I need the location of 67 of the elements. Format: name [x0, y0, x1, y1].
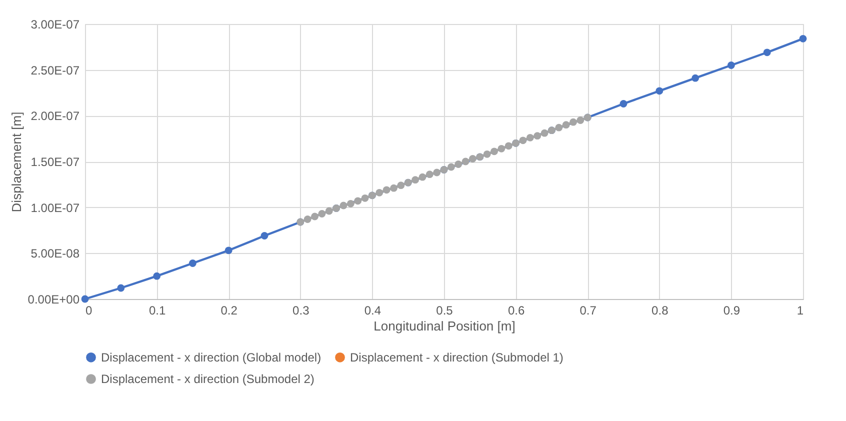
point: [490, 148, 498, 156]
point: [318, 210, 326, 218]
point: [570, 118, 577, 126]
x-tick-label: 0.9: [723, 304, 740, 318]
point: [576, 116, 584, 124]
point: [526, 134, 534, 142]
point: [692, 74, 700, 82]
point: [412, 176, 419, 184]
legend-label: Displacement - x direction (Submodel 2): [101, 372, 314, 386]
point: [153, 272, 161, 280]
y-tick-label: 3.00E-07: [30, 18, 80, 32]
point: [188, 260, 196, 267]
point: [260, 232, 268, 240]
point: [117, 284, 125, 292]
point: [462, 158, 470, 166]
y-tick-label: 1.00E-07: [30, 200, 80, 215]
point: [483, 150, 491, 158]
point: [346, 200, 354, 208]
point: [224, 246, 232, 254]
point: [81, 295, 89, 303]
point: [340, 202, 348, 210]
point: [763, 48, 771, 56]
point: [562, 121, 570, 129]
point: [498, 144, 506, 152]
x-tick-label: 0.1: [148, 304, 166, 318]
point: [555, 124, 563, 132]
point: [519, 136, 527, 144]
point: [433, 168, 441, 176]
legend-label: Displacement - x direction (Global model): [101, 350, 322, 364]
y-tick-label: 2.00E-07: [30, 109, 80, 124]
legend-label: Displacement - x direction (Submodel 1): [350, 350, 564, 364]
x-tick-label: 0.2: [220, 304, 238, 318]
point: [397, 182, 405, 190]
point: [311, 212, 318, 220]
point: [447, 163, 455, 171]
point: [354, 197, 362, 205]
point: [426, 170, 434, 178]
x-tick-label: 0.8: [652, 304, 669, 318]
point: [325, 207, 333, 215]
point: [656, 87, 664, 95]
x-tick-label: 0.4: [364, 304, 382, 318]
point: [390, 184, 398, 192]
x-axis-title: Longitudinal Position [m]: [374, 318, 516, 334]
y-tick-label: 5.00E-08: [30, 246, 80, 261]
x-tick-label: 0.5: [436, 304, 454, 318]
point: [382, 186, 390, 194]
x-tick-label: 0.7: [580, 304, 597, 318]
point: [304, 216, 312, 223]
x-tick-label: 0.3: [292, 304, 310, 318]
y-axis-title: Displacement [m]: [8, 112, 24, 212]
point: [534, 132, 542, 140]
point: [418, 173, 426, 181]
x-tick-label: 0: [86, 304, 92, 318]
point: [540, 129, 548, 137]
point: [376, 188, 384, 196]
y-tick-label: 2.50E-07: [30, 63, 80, 78]
point: [727, 62, 735, 69]
point: [620, 100, 628, 108]
point: [361, 194, 369, 202]
point: [799, 34, 807, 42]
x-tick-label: 1: [796, 304, 804, 318]
point: [504, 142, 512, 150]
y-tick-label: 1.50E-07: [30, 155, 80, 169]
point: [454, 160, 462, 168]
x-tick-label: 0.6: [508, 304, 525, 318]
point: [469, 155, 476, 162]
y-tick-label: 0.00E+00: [28, 292, 80, 306]
